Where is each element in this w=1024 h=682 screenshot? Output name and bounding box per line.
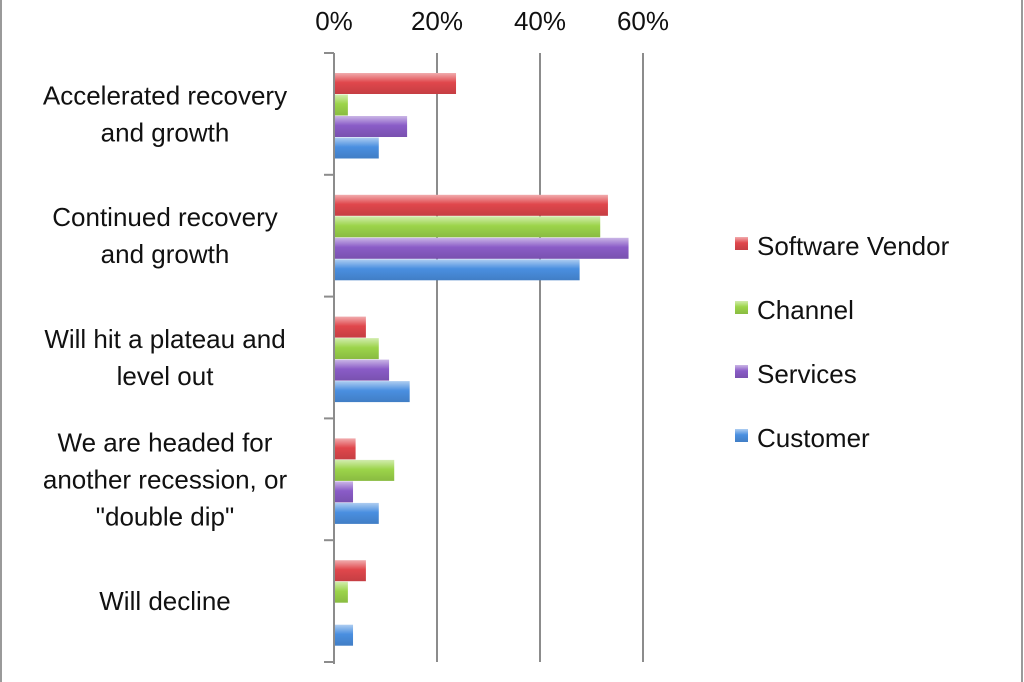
legend-swatch	[735, 237, 748, 250]
bar-services	[335, 481, 354, 503]
bar-channel	[335, 581, 348, 603]
bar-software-vendor	[335, 73, 457, 94]
legend-label: Channel	[757, 295, 854, 325]
bar-services	[335, 359, 390, 381]
x-tick-label: 0%	[315, 6, 353, 36]
bar-customer	[335, 137, 379, 159]
bar-customer	[335, 259, 580, 281]
x-tick-label: 60%	[617, 6, 669, 36]
bar-software-vendor	[335, 194, 608, 216]
legend-label: Software Vendor	[757, 231, 950, 261]
bar-customer	[335, 381, 410, 403]
category-label: Will decline	[99, 586, 231, 616]
bar-software-vendor	[335, 560, 366, 582]
category-label: Accelerated recovery	[43, 80, 287, 110]
legend-swatch	[735, 301, 748, 314]
bar-channel	[335, 216, 601, 238]
bar-channel	[335, 459, 395, 481]
category-label: We are headed for	[58, 427, 273, 457]
category-label: another recession, or	[43, 464, 288, 494]
category-label: "double dip"	[96, 501, 234, 531]
x-tick-label: 20%	[411, 6, 463, 36]
bar-channel	[335, 94, 348, 116]
category-label: level out	[117, 361, 215, 391]
bar-software-vendor	[335, 438, 356, 460]
legend-swatch	[735, 365, 748, 378]
x-tick-label: 40%	[514, 6, 566, 36]
bar-services	[335, 237, 629, 259]
right-border	[1021, 0, 1023, 682]
category-label: and growth	[101, 239, 230, 269]
left-border	[0, 0, 2, 682]
legend-label: Customer	[757, 423, 870, 453]
bar-software-vendor	[335, 316, 366, 338]
bar-customer	[335, 502, 379, 524]
category-label: Continued recovery	[52, 202, 277, 232]
category-label: Will hit a plateau and	[44, 324, 285, 354]
bar-customer	[335, 624, 354, 646]
bar-channel	[335, 338, 379, 360]
legend-label: Services	[757, 359, 857, 389]
legend-swatch	[735, 429, 748, 442]
category-label: and growth	[101, 117, 230, 147]
bar-services	[335, 116, 408, 137]
